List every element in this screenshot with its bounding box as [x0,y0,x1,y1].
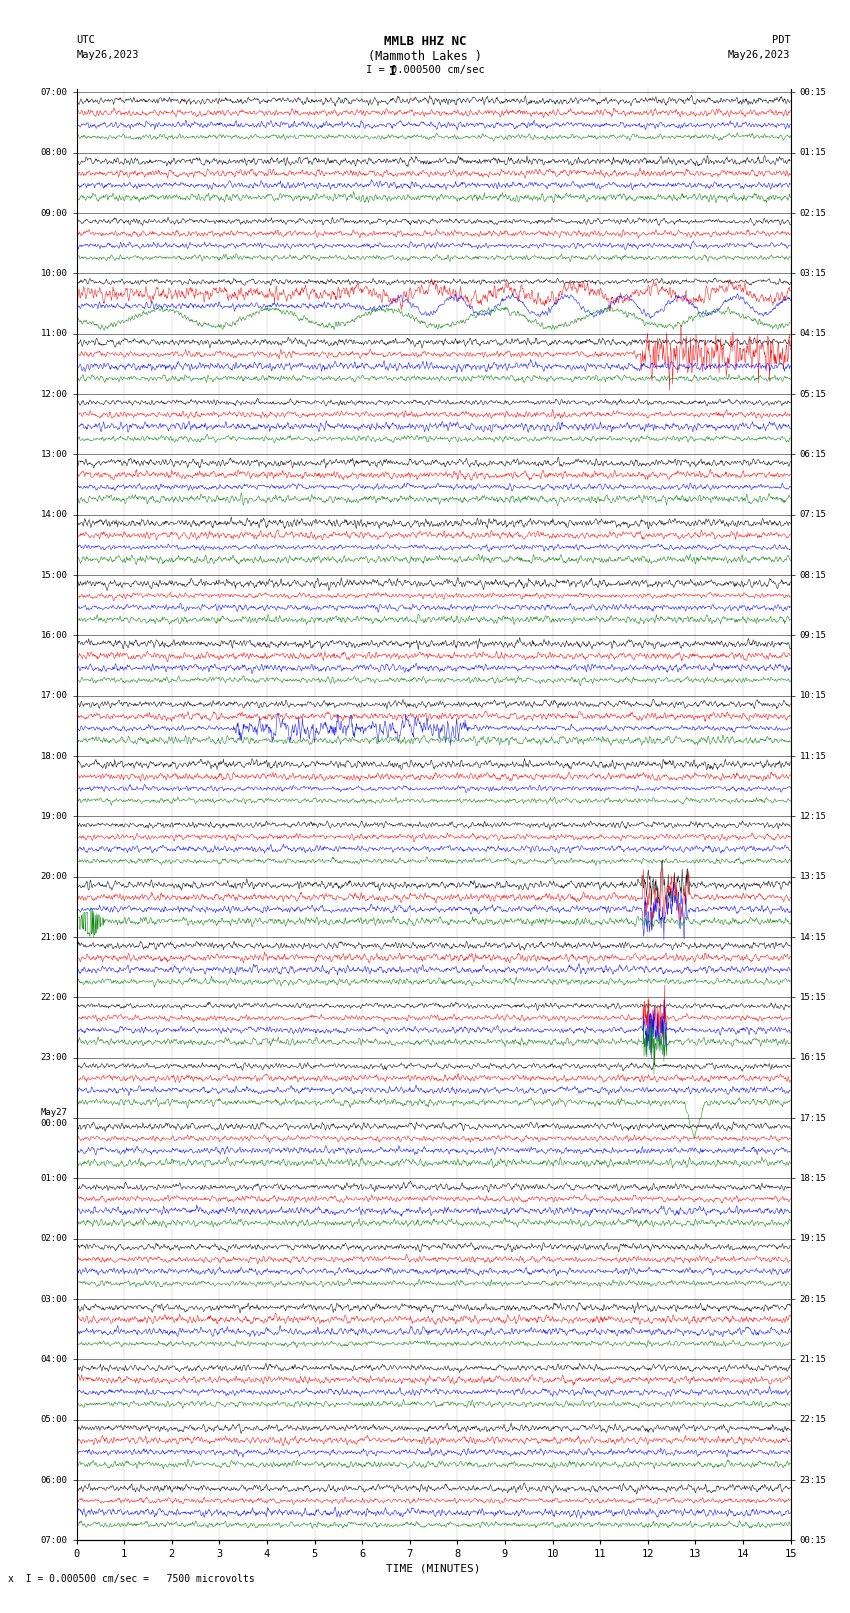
Text: UTC: UTC [76,35,95,45]
Text: I = 0.000500 cm/sec: I = 0.000500 cm/sec [366,65,484,74]
Text: I: I [389,65,396,77]
Text: MMLB HHZ NC: MMLB HHZ NC [383,35,467,48]
Text: May26,2023: May26,2023 [76,50,139,60]
X-axis label: TIME (MINUTES): TIME (MINUTES) [386,1563,481,1574]
Text: x  I = 0.000500 cm/sec =   7500 microvolts: x I = 0.000500 cm/sec = 7500 microvolts [8,1574,255,1584]
Text: (Mammoth Lakes ): (Mammoth Lakes ) [368,50,482,63]
Text: May26,2023: May26,2023 [728,50,791,60]
Text: PDT: PDT [772,35,791,45]
